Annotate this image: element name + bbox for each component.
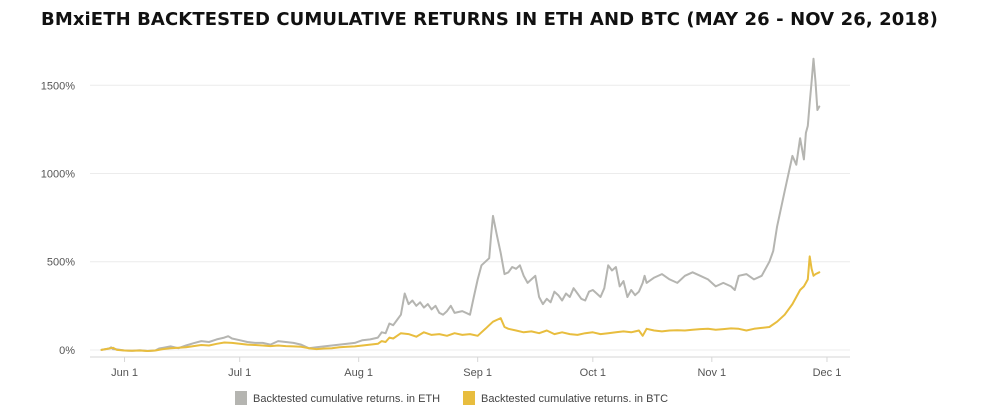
x-tick-labels: Jun 1 Jul 1 Aug 1 Sep 1 Oct 1 Nov 1 Dec 1 xyxy=(111,357,841,379)
series-lines xyxy=(100,57,821,352)
x-tick-label: Sep 1 xyxy=(463,367,492,379)
legend-swatch-btc xyxy=(463,391,475,405)
legend-swatch-eth xyxy=(235,391,247,405)
y-tick-label: 0% xyxy=(59,345,75,357)
legend-label-btc: Backtested cumulative returns. in BTC xyxy=(481,393,668,405)
x-tick-label: Jul 1 xyxy=(228,367,251,379)
series-line-btc xyxy=(100,255,821,352)
x-tick-label: Nov 1 xyxy=(697,367,726,379)
y-tick-labels: 0% 500% 1000% 1500% xyxy=(41,80,75,357)
y-tick-label: 1500% xyxy=(41,80,75,92)
x-tick-label: Dec 1 xyxy=(813,367,842,379)
x-tick-label: Jun 1 xyxy=(111,367,138,379)
y-tick-label: 500% xyxy=(47,257,75,269)
legend: Backtested cumulative returns. in ETH Bac… xyxy=(235,391,668,405)
series-line-eth xyxy=(100,57,821,352)
y-tick-label: 1000% xyxy=(41,169,75,181)
legend-label-eth: Backtested cumulative returns. in ETH xyxy=(253,393,440,405)
x-tick-label: Oct 1 xyxy=(580,367,606,379)
gridlines xyxy=(90,84,850,351)
chart-title: BMxiETH BACKTESTED CUMULATIVE RETURNS IN… xyxy=(41,9,938,30)
x-tick-label: Aug 1 xyxy=(344,367,373,379)
